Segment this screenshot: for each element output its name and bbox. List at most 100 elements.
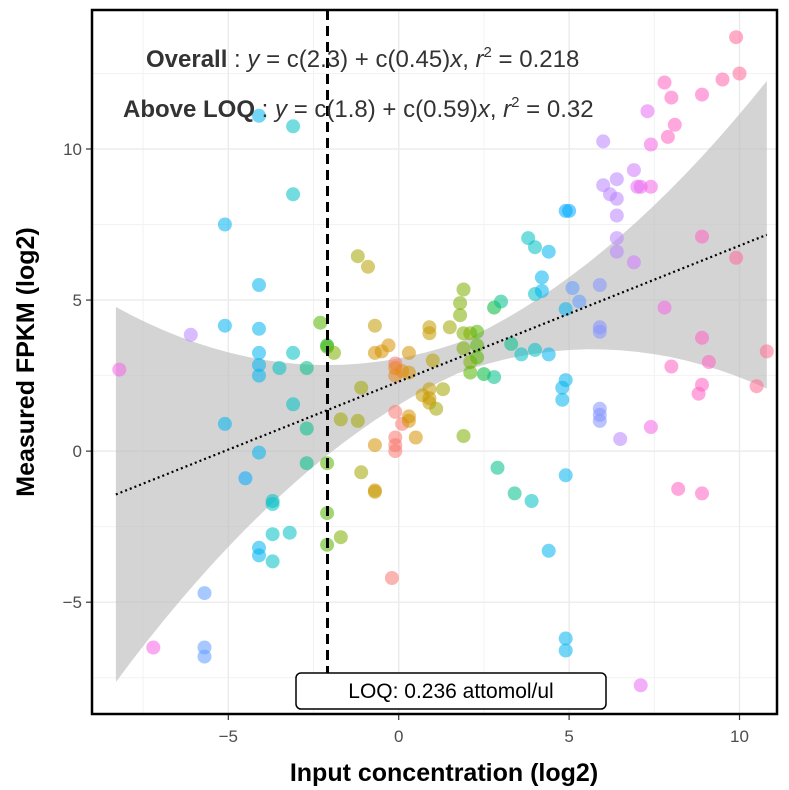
- data-point: [381, 338, 396, 353]
- data-point: [429, 401, 444, 416]
- data-point: [592, 413, 607, 428]
- data-point: [609, 191, 624, 206]
- data-point: [558, 468, 573, 483]
- data-point: [265, 527, 280, 542]
- data-point: [265, 554, 280, 569]
- data-point: [664, 359, 679, 374]
- data-point: [408, 430, 423, 445]
- data-point: [528, 240, 542, 255]
- panel-border: [90, 8, 779, 716]
- loq-label-box: [295, 672, 607, 710]
- loq-label: LOQ: 0.236 attomol/ul: [348, 680, 553, 703]
- equation-above-loq-label: Above LOQ: [123, 96, 255, 123]
- data-point: [456, 429, 471, 443]
- equation-overall: Overall : y = c(2.3) + c(0.45)x, r2 = 0.…: [146, 44, 579, 73]
- data-point: [333, 412, 348, 427]
- data-point: [633, 179, 648, 194]
- data-point: [490, 460, 505, 475]
- data-point: [286, 397, 301, 412]
- data-point: [299, 456, 314, 471]
- data-point: [534, 270, 549, 285]
- data-point: [197, 586, 212, 601]
- data-point: [470, 324, 485, 339]
- data-point: [286, 345, 301, 360]
- y-tick-label: 0: [73, 442, 82, 461]
- y-tick-label: 5: [73, 291, 82, 310]
- data-point: [456, 282, 471, 297]
- data-point: [354, 465, 369, 480]
- data-point: [350, 249, 365, 264]
- data-point: [401, 345, 416, 360]
- data-point: [715, 72, 730, 87]
- data-point: [367, 438, 382, 453]
- data-point: [252, 345, 266, 360]
- data-point: [671, 481, 686, 496]
- data-point: [272, 361, 287, 375]
- data-point: [282, 525, 297, 540]
- data-point: [361, 259, 375, 274]
- data-point: [401, 413, 416, 428]
- data-point: [217, 217, 232, 232]
- data-point: [633, 678, 648, 693]
- data-point: [555, 392, 570, 407]
- y-axis-ticks: −5 0 5 10: [63, 140, 92, 612]
- data-point: [558, 302, 573, 317]
- data-point: [388, 444, 403, 459]
- data-point: [217, 318, 232, 333]
- data-point: [436, 382, 450, 397]
- y-tick-label: 10: [63, 140, 82, 159]
- data-point: [388, 404, 403, 419]
- equation-overall-label: Overall: [146, 46, 227, 73]
- equation-above-loq: Above LOQ : y = c(1.8) + c(0.59)x, r2 = …: [123, 94, 594, 123]
- data-point: [327, 345, 341, 360]
- data-point: [487, 370, 502, 385]
- data-point: [695, 229, 709, 244]
- data-point: [252, 108, 266, 123]
- x-tick-label: 10: [730, 727, 749, 746]
- data-point: [643, 137, 658, 152]
- data-point: [534, 284, 549, 298]
- data-point: [541, 543, 556, 558]
- data-point: [528, 342, 542, 357]
- equation-above-loq-r2: 0.32: [547, 96, 594, 123]
- x-axis-title: Input concentration (log2): [290, 759, 598, 787]
- data-point: [252, 278, 266, 292]
- data-point: [286, 187, 301, 202]
- data-point: [729, 250, 744, 265]
- y-axis-title: Measured FPKM (log2): [12, 227, 40, 496]
- data-point: [350, 413, 365, 428]
- data-point: [252, 548, 266, 563]
- data-point: [732, 66, 747, 81]
- x-tick-label: 0: [394, 727, 403, 746]
- x-tick-label: −5: [219, 727, 238, 746]
- data-point: [541, 244, 556, 259]
- data-point: [643, 420, 658, 434]
- data-point: [252, 368, 266, 383]
- data-point: [524, 494, 539, 508]
- data-point: [640, 104, 655, 119]
- data-point: [643, 179, 658, 194]
- data-point: [252, 321, 266, 336]
- equation-overall-intercept: 2.3: [307, 46, 340, 73]
- data-point: [701, 355, 716, 369]
- x-tick-label: 5: [564, 727, 573, 746]
- data-point: [456, 341, 471, 356]
- data-point: [265, 497, 280, 511]
- data-point: [367, 318, 382, 333]
- data-point: [592, 278, 607, 292]
- fit-line-layer: [115, 233, 768, 496]
- confidence-band-layer: [115, 81, 767, 682]
- data-point: [146, 640, 161, 655]
- data-point: [558, 203, 573, 218]
- data-point: [695, 377, 709, 392]
- data-point: [354, 380, 369, 395]
- data-point: [695, 486, 709, 501]
- data-point: [197, 649, 212, 664]
- data-point: [596, 134, 611, 149]
- regression-line: [115, 233, 768, 496]
- data-point: [613, 432, 628, 446]
- data-point: [609, 244, 624, 259]
- data-point: [729, 30, 744, 45]
- data-point: [667, 117, 682, 132]
- data-point: [217, 416, 232, 431]
